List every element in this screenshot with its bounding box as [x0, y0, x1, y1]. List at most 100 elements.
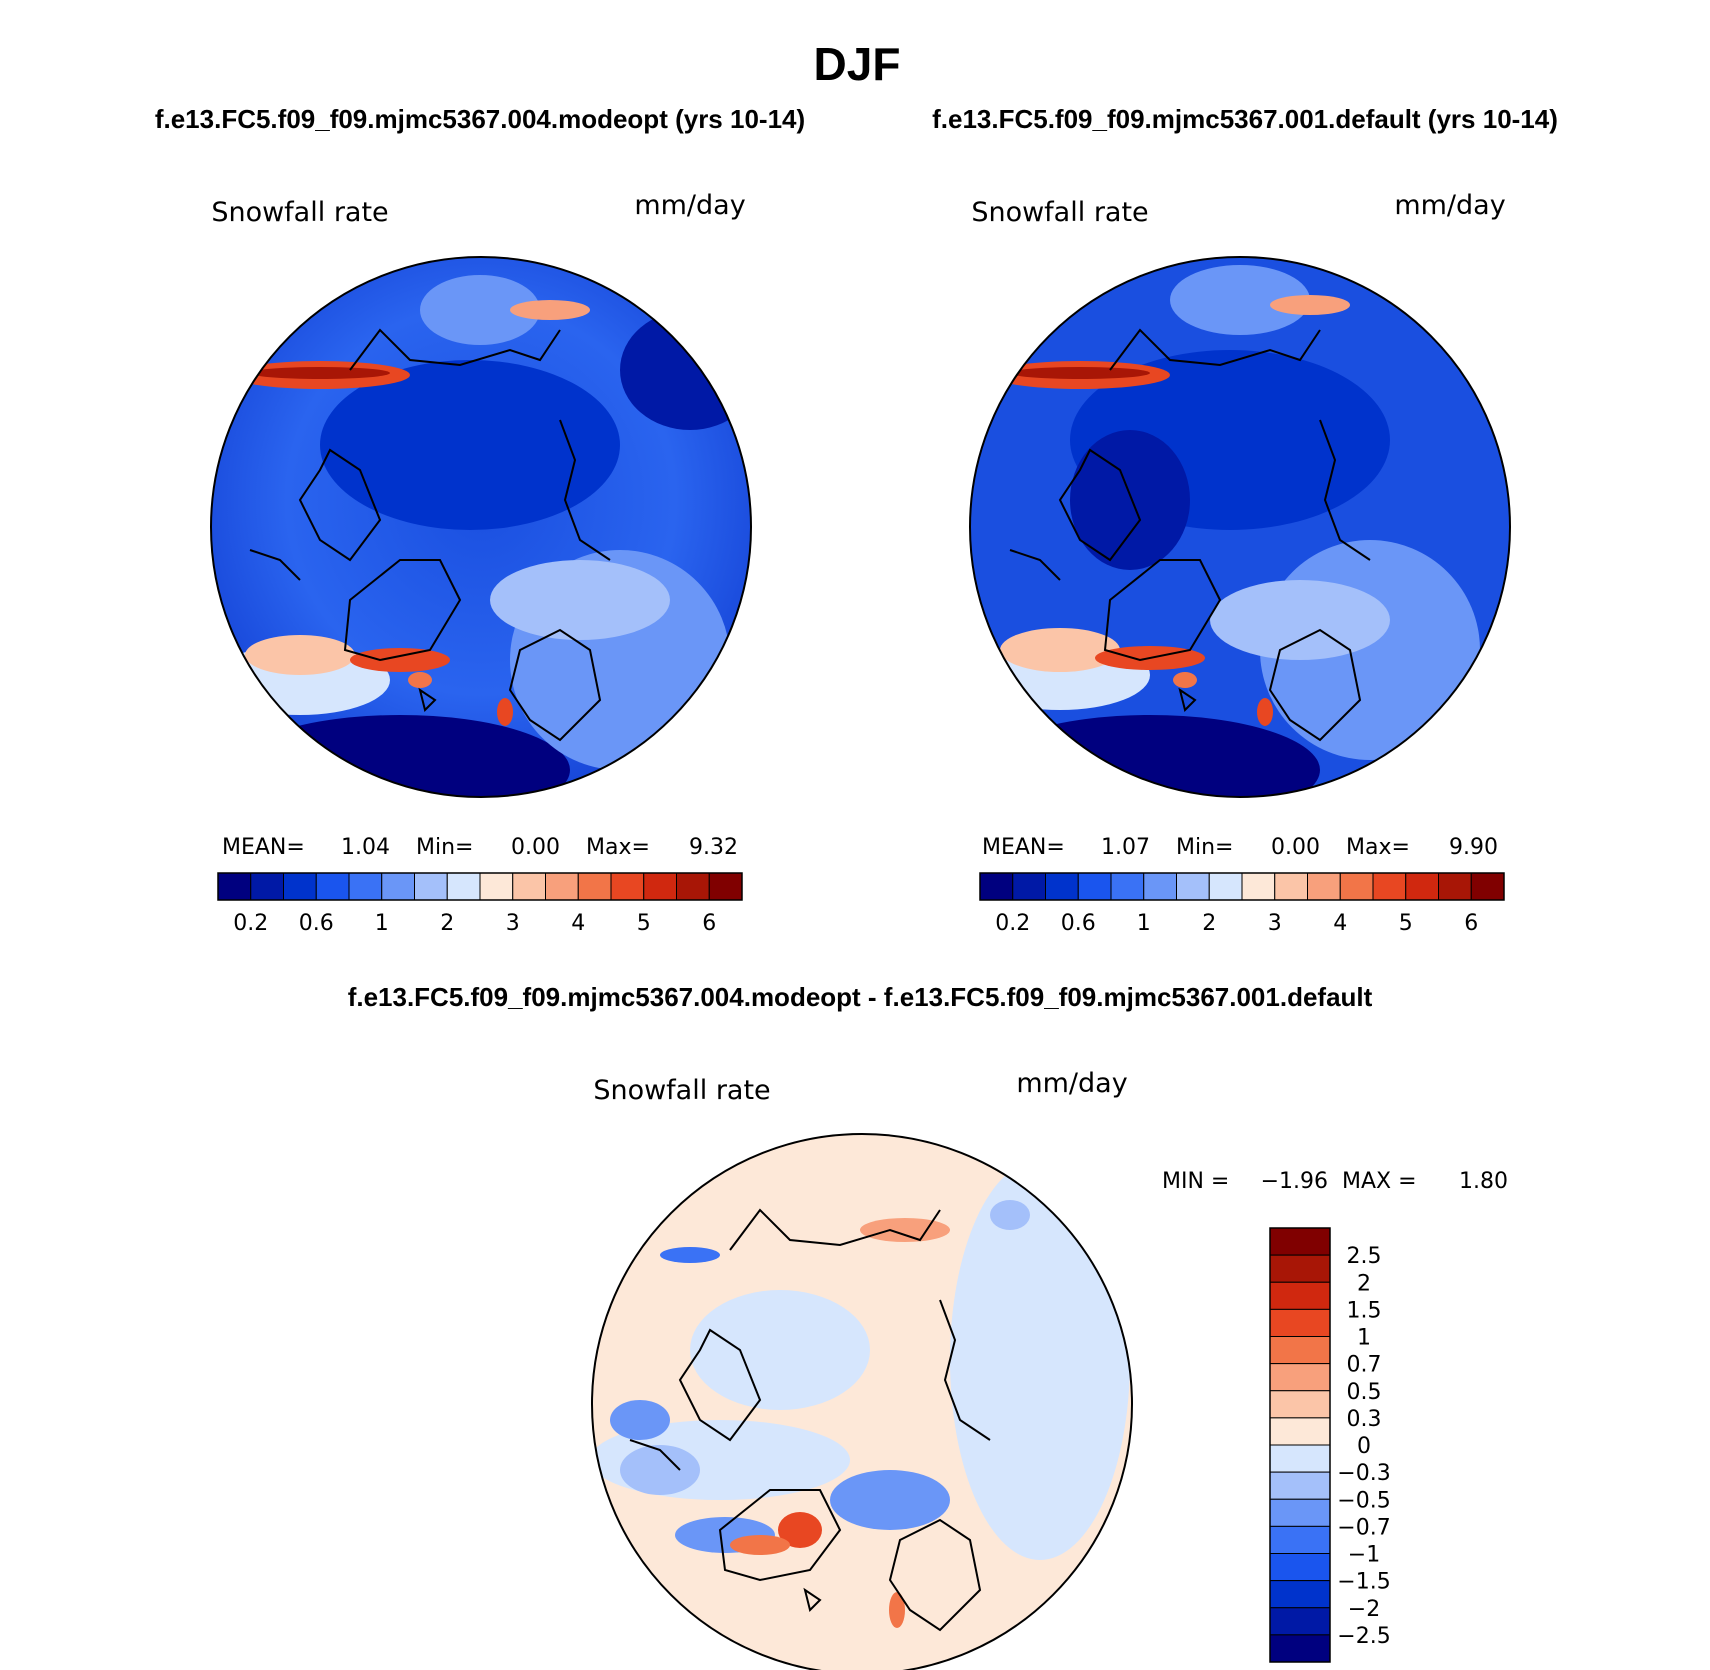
- panel-1-mean-value: 1.04: [341, 835, 390, 860]
- colorbar-swatch: [1470, 872, 1505, 901]
- panel-2-map-border: [969, 256, 1511, 798]
- diff-panel-variable-label: Snowfall rate: [593, 1075, 770, 1106]
- colorbar-swatch: [1269, 1498, 1331, 1527]
- colorbar-tick-label: 6: [1464, 911, 1478, 936]
- colorbar-swatch: [315, 872, 350, 901]
- colorbar-tick-label: 0.7: [1347, 1353, 1382, 1378]
- diff-panel-units-label: mm/day: [1016, 1068, 1127, 1099]
- colorbar-swatch: [545, 872, 579, 901]
- panel-2-map: [970, 257, 1510, 797]
- colorbar-tick-label: 4: [571, 911, 585, 936]
- panel-2-map-warm-region: [1010, 367, 1150, 379]
- panel-2-case-title: f.e13.FC5.f09_f09.mjmc5367.001.default (…: [932, 104, 1558, 134]
- colorbar-tick-label: −1.5: [1337, 1570, 1390, 1595]
- colorbar-tick-label: 6: [702, 911, 716, 936]
- panel-2-map-light-region: [1210, 580, 1390, 660]
- panel-1-map-deep-region: [320, 360, 620, 530]
- colorbar-swatch: [414, 872, 448, 901]
- panel-2-max-label: Max=: [1346, 835, 1410, 860]
- colorbar-tick-label: 2: [1357, 1271, 1371, 1296]
- panel-2-stats: MEAN= 1.07 Min= 0.00 Max= 9.90: [982, 835, 1498, 860]
- colorbar-border: [1269, 1227, 1331, 1663]
- colorbar-tick-label: 1: [1357, 1326, 1371, 1351]
- diff-panel-map-cool-region: [990, 1200, 1030, 1230]
- colorbar-tick-label: 4: [1333, 911, 1347, 936]
- colorbar-swatch: [1269, 1363, 1331, 1392]
- colorbar-swatch: [643, 872, 677, 901]
- panel-2-map-warm-region: [1000, 628, 1120, 672]
- panel-1-min-value: 0.00: [511, 835, 560, 860]
- panel-2-units-label: mm/day: [1394, 190, 1505, 221]
- colorbar-swatch: [1438, 872, 1472, 901]
- colorbar-tick-label: 5: [1399, 911, 1413, 936]
- panel-1-map-border: [210, 256, 752, 798]
- figure-title: DJF: [814, 38, 901, 90]
- panel-1-stats: MEAN= 1.04 Min= 0.00 Max= 9.32: [222, 835, 738, 860]
- colorbar-swatch: [676, 872, 710, 901]
- colorbar-swatch: [1269, 1227, 1331, 1256]
- diff-panel-stats: MIN = −1.96 MAX = 1.80: [1162, 1169, 1508, 1194]
- panel-1-coastline: [249, 328, 611, 742]
- diff-panel-min-value: −1.96: [1261, 1169, 1328, 1194]
- colorbar-swatch: [1269, 1281, 1331, 1310]
- colorbar-swatch: [1045, 872, 1079, 901]
- diff-panel: f.e13.FC5.f09_f09.mjmc5367.004.modeopt -…: [348, 982, 1508, 1670]
- diff-panel-map-warm-region: [778, 1512, 822, 1548]
- colorbar-swatch: [577, 872, 612, 901]
- colorbar-swatch: [1405, 872, 1439, 901]
- colorbar-tick-label: 3: [1268, 911, 1282, 936]
- colorbar-swatch: [1269, 1444, 1331, 1473]
- colorbar-swatch: [979, 872, 1014, 901]
- panel-1-variable-label: Snowfall rate: [211, 197, 388, 228]
- colorbar-tick-label: −2.5: [1337, 1624, 1390, 1649]
- panel-1: f.e13.FC5.f09_f09.mjmc5367.004.modeopt (…: [155, 104, 805, 936]
- panel-2-min-label: Min=: [1176, 835, 1233, 860]
- panel-1-max-value: 9.32: [689, 835, 738, 860]
- colorbar-tick-label: 2.5: [1347, 1244, 1382, 1269]
- panel-1-map-deep-region: [620, 310, 751, 430]
- colorbar-swatch: [381, 872, 415, 901]
- colorbar-border: [979, 872, 1505, 901]
- diff-panel-map: [592, 1134, 1132, 1670]
- colorbar-tick-label: −0.5: [1337, 1488, 1390, 1513]
- diff-panel-map-warm-region: [730, 1535, 790, 1555]
- colorbar-tick-label: 1: [1137, 911, 1151, 936]
- colorbar-border: [217, 872, 743, 901]
- colorbar-swatch: [1269, 1336, 1331, 1365]
- colorbar-swatch: [1269, 1553, 1331, 1582]
- diff-panel-map-warm-region: [889, 1592, 905, 1628]
- colorbar-tick-label: −0.7: [1337, 1515, 1390, 1540]
- panel-1-mean-label: MEAN=: [222, 835, 305, 860]
- colorbar-swatch: [1208, 872, 1243, 901]
- colorbar-tick-label: 0.2: [233, 911, 268, 936]
- colorbar-tick-label: 1.5: [1347, 1298, 1382, 1323]
- panel-2-mean-label: MEAN=: [982, 835, 1065, 860]
- panel-2-map-warm-region: [1173, 672, 1197, 688]
- colorbar-swatch: [250, 872, 284, 901]
- colorbar-swatch: [1012, 872, 1046, 901]
- panel-2-min-value: 0.00: [1271, 835, 1320, 860]
- panel-2-variable-label: Snowfall rate: [971, 197, 1148, 228]
- colorbar-swatch: [1269, 1634, 1331, 1663]
- colorbar-tick-label: 0.6: [299, 911, 334, 936]
- panel-2-coastline: [1009, 328, 1371, 742]
- colorbar-swatch: [283, 872, 317, 901]
- panel-1-map-deep-region: [230, 715, 570, 797]
- colorbar-tick-label: −1: [1348, 1543, 1380, 1568]
- panel-2-map-deep-region: [980, 715, 1320, 797]
- colorbar-swatch: [1269, 1471, 1331, 1500]
- colorbar-tick-label: 3: [506, 911, 520, 936]
- colorbar-swatch: [512, 872, 546, 901]
- panel-2-map-warm-region: [1270, 295, 1350, 315]
- colorbar-swatch: [1241, 872, 1276, 901]
- colorbar-swatch: [446, 872, 481, 901]
- panel-2-mean-value: 1.07: [1101, 835, 1150, 860]
- panel-1-case-title: f.e13.FC5.f09_f09.mjmc5367.004.modeopt (…: [155, 104, 805, 134]
- diff-panel-map-border: [591, 1133, 1133, 1670]
- colorbar-swatch: [1307, 872, 1341, 901]
- diff-panel-map-warm-region: [860, 1218, 950, 1242]
- panel-1-map-warm-region: [510, 300, 590, 320]
- colorbar-tick-label: 2: [1202, 911, 1216, 936]
- colorbar-tick-label: 1: [375, 911, 389, 936]
